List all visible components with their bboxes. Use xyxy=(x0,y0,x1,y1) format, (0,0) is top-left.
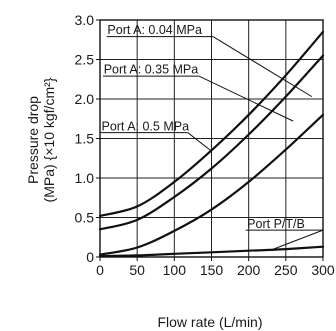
x-tick-label: 50 xyxy=(129,262,145,278)
curve-label-0: Port A: 0.04 MPa xyxy=(107,23,202,37)
curve-leader-line xyxy=(272,229,324,250)
y-tick-label: 0.5 xyxy=(75,210,95,226)
y-tick-label: 3.0 xyxy=(75,12,95,28)
curve-leader-line xyxy=(212,36,313,98)
curve-label-3: Port P/T/B xyxy=(247,217,305,231)
y-tick-label: 0 xyxy=(86,249,94,265)
y-tick-label: 2.5 xyxy=(75,52,95,68)
x-tick-label: 300 xyxy=(311,262,335,278)
y-axis-title: Pressure drop xyxy=(25,96,41,184)
x-tick-label: 100 xyxy=(163,262,187,278)
y-axis-unit: (MPa) {×10 kgf/cm²} xyxy=(41,77,57,202)
x-tick-label: 200 xyxy=(237,262,261,278)
series-line-3 xyxy=(98,245,325,258)
curve-leader-line xyxy=(187,132,212,152)
series-line-2 xyxy=(98,113,325,256)
curve-leader-line xyxy=(198,75,294,122)
axes xyxy=(96,19,324,261)
series-lines xyxy=(98,30,325,258)
x-tick-label: 0 xyxy=(96,262,104,278)
y-tick-label: 1.0 xyxy=(75,170,95,186)
x-tick-label: 150 xyxy=(200,262,224,278)
tick-labels: 0 50 100 150 200 250 300 0 0.5 1.0 1.5 2.0 2.5 3.0 xyxy=(75,12,335,278)
series-line-1 xyxy=(98,54,325,231)
curve-label-1: Port A: 0.35 MPa xyxy=(104,63,199,77)
y-tick-label: 1.5 xyxy=(75,131,95,147)
y-tick-label: 2.0 xyxy=(75,91,95,107)
curve-label-2: Port A: 0.5 MPa xyxy=(101,120,189,134)
x-axis-title: Flow rate (L/min) xyxy=(157,314,262,330)
series-line-0 xyxy=(98,30,325,217)
curve-labels: Port A: 0.04 MPa Port A: 0.35 MPa Port A: … xyxy=(100,23,324,250)
x-tick-label: 250 xyxy=(274,262,298,278)
y-axis-title-group: Pressure drop (MPa) {×10 kgf/cm²} xyxy=(25,77,57,202)
